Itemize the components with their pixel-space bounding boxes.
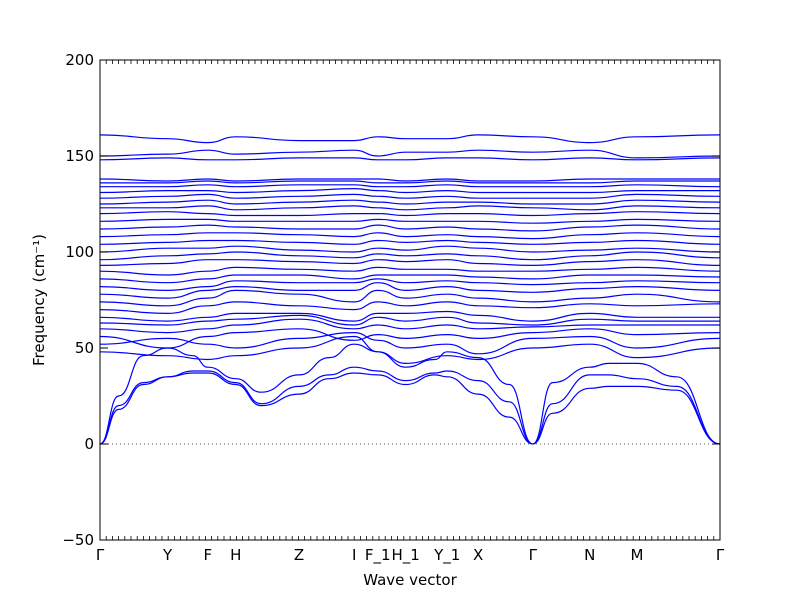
y-tick-label: 200 (65, 51, 94, 69)
y-axis-label-text: Frequency (30, 288, 48, 366)
y-tick-label: 100 (65, 243, 94, 261)
optical-branch-15 (99, 259, 721, 267)
x-axis-label: Wave vector (363, 571, 457, 589)
optical-branch-22 (99, 211, 721, 217)
y-tick-label: −50 (62, 531, 94, 549)
optical-branch-18 (99, 239, 721, 245)
x-axis-ticks: Γ Y F H Z I F_1 H_1 Y_1 X Γ N M Γ (96, 60, 725, 565)
x-tick-label: F_1 (365, 546, 391, 565)
optical-branch-4 (99, 331, 721, 355)
optical-branch-24 (99, 199, 721, 205)
optical-branch-17 (99, 245, 721, 253)
optical-branch-10 (99, 289, 721, 307)
optical-branch-31 (99, 149, 721, 159)
optical-branch-20 (99, 224, 721, 232)
x-tick-label: Γ (716, 546, 725, 564)
optical-branch-14 (99, 266, 721, 276)
y-axis-ticks: −50 0 50 100 150 200 (62, 51, 720, 549)
acoustic-branch-1 (99, 366, 721, 445)
y-tick-label: 50 (75, 339, 94, 357)
x-tick-label: I (352, 546, 356, 564)
optical-branch-28 (100, 180, 720, 184)
y-tick-label: 150 (65, 147, 94, 165)
optical-branch-26 (99, 187, 720, 194)
x-tick-label: Y (162, 546, 173, 564)
optical-branch-9 (99, 301, 721, 315)
x-tick-label: Γ (96, 546, 105, 564)
optical-branch-32 (99, 134, 721, 144)
optical-branch-5 (99, 328, 721, 349)
optical-branch-27 (100, 184, 721, 188)
x-tick-label: N (584, 546, 595, 564)
optical-branch-8 (99, 310, 720, 322)
y-axis-label: Frequency (cm⁻¹) (30, 234, 48, 366)
acoustic-branch-2 (99, 343, 721, 445)
x-tick-label: M (630, 546, 643, 564)
x-tick-label: Y_1 (433, 546, 460, 565)
y-axis-label-unit: (cm⁻¹) (30, 234, 48, 283)
optical-branch-12 (99, 278, 721, 292)
x-tick-label: H (230, 546, 241, 564)
optical-branch-19 (99, 232, 721, 240)
optical-branch-21 (99, 218, 721, 224)
x-tick-label: Z (294, 546, 304, 564)
x-tick-label: H_1 (391, 546, 419, 565)
acoustic-branch-0 (99, 372, 721, 445)
x-tick-label: X (473, 546, 483, 564)
optical-branch-11 (99, 282, 721, 299)
y-tick-label: 0 (84, 435, 94, 453)
plot-series-group (99, 134, 721, 445)
optical-branch-6 (99, 318, 720, 334)
optical-branch-13 (99, 274, 721, 284)
optical-branch-23 (99, 205, 721, 211)
optical-branch-25 (99, 193, 721, 199)
optical-branch-3 (99, 335, 721, 365)
optical-branch-29 (99, 178, 720, 182)
optical-branch-16 (99, 251, 721, 261)
optical-branch-7 (99, 314, 720, 326)
optical-branch-30 (99, 157, 721, 161)
x-tick-label: Γ (529, 546, 538, 564)
x-tick-label: F (204, 546, 213, 564)
